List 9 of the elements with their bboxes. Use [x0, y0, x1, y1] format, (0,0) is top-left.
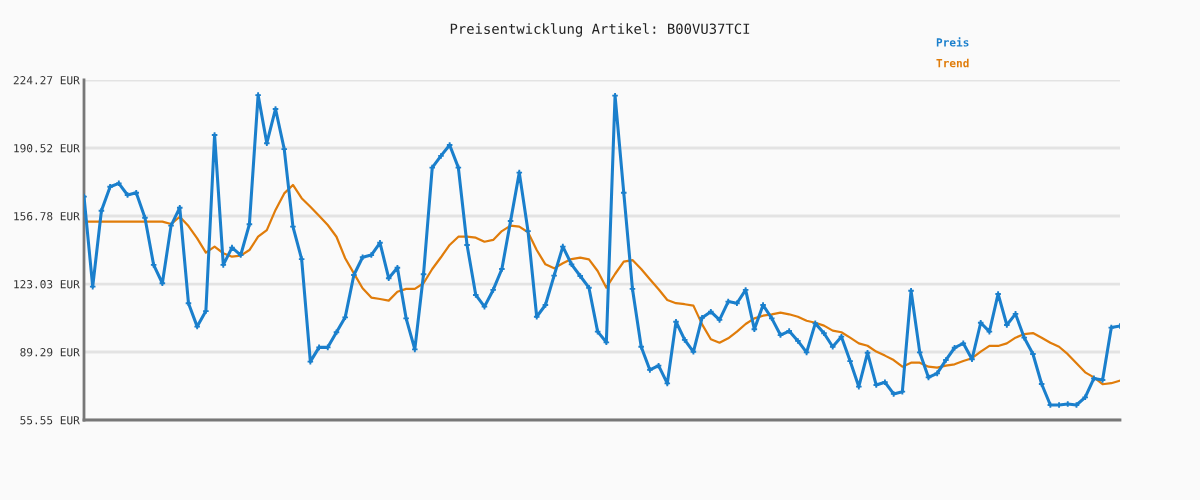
y-tick-label: 156.78 EUR: [14, 212, 80, 221]
text: Trend: [936, 58, 969, 68]
y-tick-label: 89.29 EUR: [20, 348, 80, 357]
chart-title: Preisentwicklung Artikel: B00VU37TCI: [450, 23, 750, 37]
y-tick-label: 123.03 EUR: [14, 280, 80, 289]
y-tick-label: 224.27 EUR: [13, 76, 80, 85]
y-tick-label: 55.55 EUR: [20, 416, 80, 425]
text: Preis: [936, 37, 969, 47]
y-tick-label: 190.52 EUR: [14, 144, 80, 153]
